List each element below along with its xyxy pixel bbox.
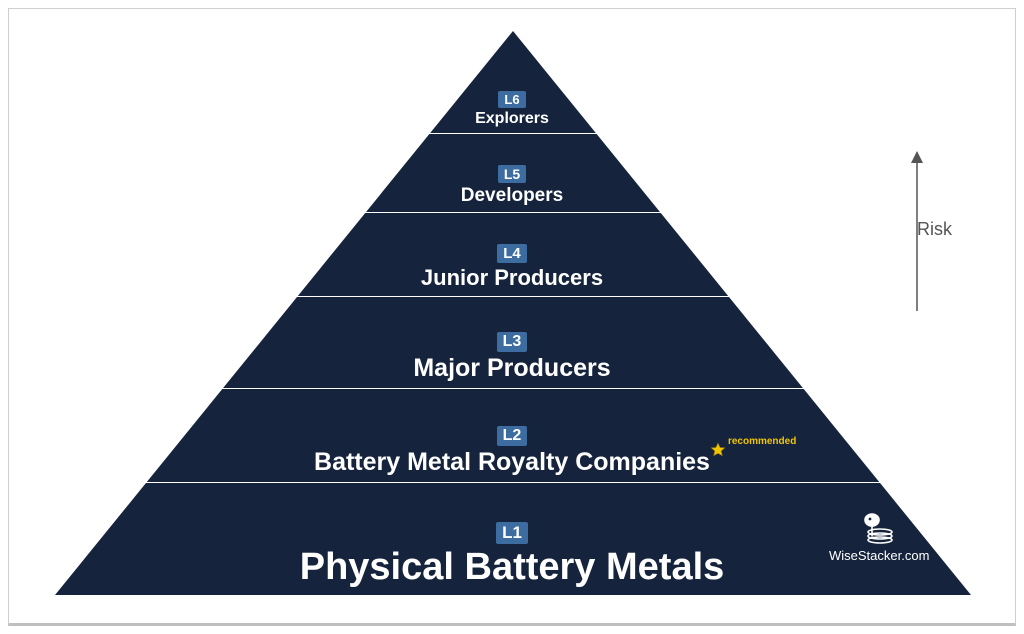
level-badge: L4 <box>497 244 527 263</box>
pyramid-level: L6 Explorers <box>9 31 1015 134</box>
pyramid-stage: L6 Explorers L5 Developers L4 Junior Producer… <box>9 9 1015 623</box>
recommended-tag: recommended <box>710 442 796 458</box>
level-badge: L2 <box>497 426 528 446</box>
pyramid-level: L4 Junior Producers <box>9 213 1015 297</box>
diagram-frame: L6 Explorers L5 Developers L4 Junior Producer… <box>8 8 1016 626</box>
stacker-icon <box>858 512 900 546</box>
pyramid-level: L2Battery Metal Royalty Companies recomm… <box>9 389 1015 483</box>
level-badge: L1 <box>496 522 528 544</box>
level-badge: L6 <box>498 91 525 108</box>
pyramid-level: L3Major Producers <box>9 297 1015 389</box>
level-label: Explorers <box>475 110 549 128</box>
risk-axis: Risk <box>887 151 947 311</box>
level-label: Developers <box>461 185 563 207</box>
level-label: Battery Metal Royalty Companies recommen… <box>314 448 710 477</box>
risk-label: Risk <box>917 219 952 240</box>
level-label: Physical Battery Metals <box>300 546 725 589</box>
level-label: Junior Producers <box>421 265 603 291</box>
level-label: Major Producers <box>413 354 610 383</box>
recommended-text: recommended <box>728 436 796 447</box>
pyramid-level: L5 Developers <box>9 134 1015 213</box>
brand-logo: WiseStacker.com <box>829 512 929 563</box>
brand-text: WiseStacker.com <box>829 548 929 563</box>
level-badge: L5 <box>498 165 526 183</box>
star-icon <box>710 442 726 458</box>
level-badge: L3 <box>497 332 528 352</box>
